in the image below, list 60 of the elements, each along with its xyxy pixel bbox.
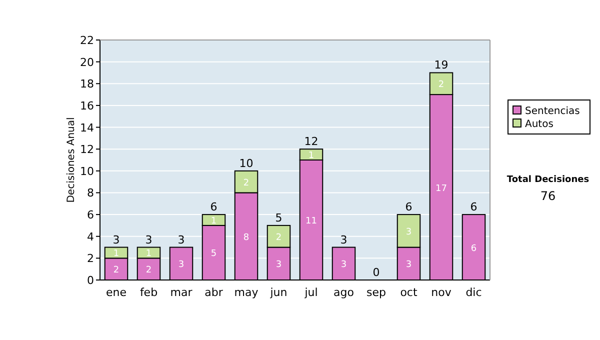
legend-label: Sentencias <box>525 106 580 117</box>
total-label: 3 <box>145 233 152 246</box>
y-tick-label: 18 <box>80 78 94 91</box>
x-tick-label: sep <box>366 286 386 299</box>
y-tick-label: 10 <box>80 164 94 178</box>
x-tick-label: jun <box>269 286 288 299</box>
data-label: 3 <box>406 227 412 238</box>
total-label: 6 <box>210 200 218 214</box>
data-label: 11 <box>306 216 317 226</box>
total-label: 3 <box>340 233 348 246</box>
x-tick-label: ene <box>106 286 127 299</box>
x-tick-label: ago <box>334 286 354 299</box>
x-tick-label: dic <box>466 286 482 299</box>
y-tick-label: 0 <box>87 274 94 287</box>
y-axis-title: Decisiones Anual <box>66 117 77 203</box>
text: 76 <box>540 189 556 203</box>
total-label: 3 <box>178 233 185 246</box>
x-tick-label: mar <box>170 286 193 299</box>
total-label: 19 <box>434 58 448 72</box>
data-label: 2 <box>243 178 250 188</box>
x-tick-label: abr <box>204 286 224 299</box>
total-label: 3 <box>112 233 120 246</box>
data-label: 2 <box>146 266 152 276</box>
data-label: 17 <box>436 184 447 194</box>
x-tick-label: oct <box>400 286 418 299</box>
total-label: 12 <box>304 135 318 148</box>
total-label: 0 <box>372 266 380 279</box>
total-label: 6 <box>405 200 412 214</box>
legend-label: Autos <box>525 119 554 130</box>
data-label: 3 <box>276 260 282 270</box>
total-label: 10 <box>239 156 254 170</box>
data-label: 1 <box>113 249 120 260</box>
data-label: 2 <box>276 232 282 243</box>
x-tick-label: may <box>234 286 259 299</box>
y-tick-label: 22 <box>80 34 94 47</box>
y-tick-label: 14 <box>80 121 94 134</box>
data-label: 1 <box>210 216 217 226</box>
data-label: 3 <box>406 260 412 270</box>
y-tick-label: 16 <box>80 99 94 112</box>
data-label: 1 <box>308 151 314 162</box>
data-label: 3 <box>340 260 347 270</box>
y-tick-label: 8 <box>87 186 94 200</box>
data-label: 2 <box>438 80 444 90</box>
data-label: 6 <box>470 244 477 254</box>
text: Total Decisiones <box>506 175 590 185</box>
x-tick-label: feb <box>140 286 158 299</box>
y-tick-label: 6 <box>87 208 94 222</box>
y-tick-label: 12 <box>80 143 94 156</box>
x-tick-label: nov <box>431 286 452 299</box>
total-label: 5 <box>275 211 282 224</box>
x-tick-label: jul <box>304 286 318 299</box>
total-label: 6 <box>470 200 478 214</box>
data-label: 8 <box>243 232 250 243</box>
data-label: 3 <box>178 260 184 270</box>
data-label: 2 <box>113 266 120 276</box>
y-tick-label: 2 <box>87 252 94 266</box>
y-tick-label: 4 <box>87 230 94 244</box>
y-tick-label: 20 <box>80 56 94 69</box>
data-label: 5 <box>210 249 217 260</box>
data-label: 1 <box>146 249 152 260</box>
